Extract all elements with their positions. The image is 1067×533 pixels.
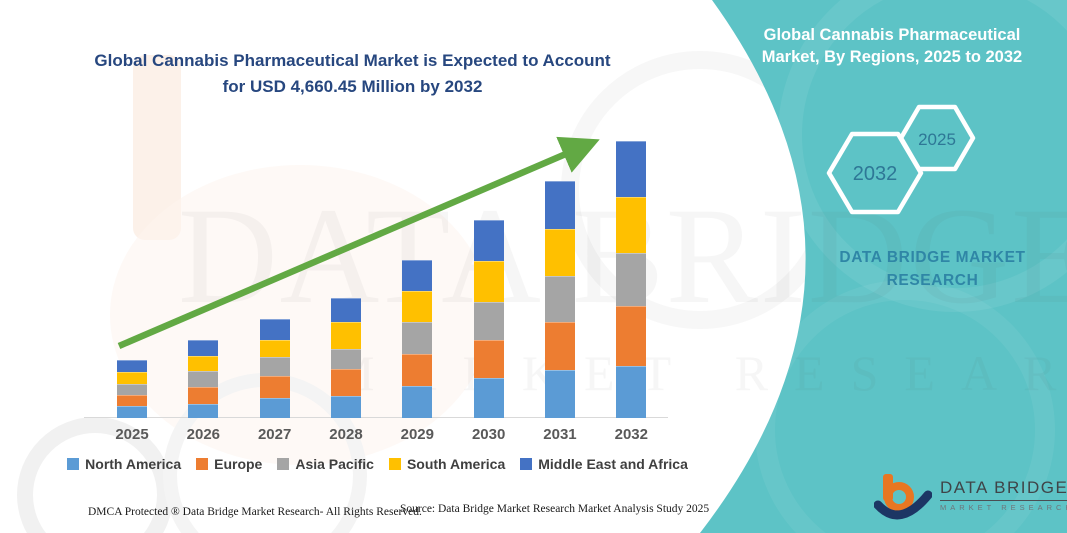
brand-logo-icon bbox=[874, 474, 932, 520]
brand-logo-text: DATA BRIDGE MARKET RESEARCH bbox=[940, 472, 1067, 512]
legend-swatch-asia-pacific bbox=[277, 458, 290, 470]
legend-swatch-south-america bbox=[388, 458, 401, 470]
footer-dmca-text: DMCA Protected ® Data Bridge Market Rese… bbox=[88, 506, 422, 518]
teal-panel-shape bbox=[700, 0, 1067, 533]
legend-swatch-north-america bbox=[67, 458, 80, 470]
side-panel-brand: DATA BRIDGE MARKET RESEARCH bbox=[839, 249, 1026, 289]
watermark-line2: MARKET RESEARCH bbox=[330, 345, 1067, 401]
x-axis-line bbox=[84, 417, 668, 418]
side-panel-title: Global Cannabis Pharmaceutical Market, B… bbox=[761, 26, 1023, 66]
legend-item-europe: Europe bbox=[196, 456, 262, 472]
teal-ring-decor bbox=[755, 0, 1067, 533]
legend-item-asia-pacific: Asia Pacific bbox=[277, 456, 374, 472]
legend-item-north-america: North America bbox=[67, 456, 181, 472]
legend-label-south-america: South America bbox=[406, 456, 506, 472]
footer-source-text: Source: Data Bridge Market Research Mark… bbox=[400, 503, 710, 515]
legend: North America Europe Asia Pacific South Ame… bbox=[67, 456, 688, 472]
brand-logo: DATA BRIDGE MARKET RESEARCH bbox=[874, 472, 1067, 526]
legend-swatch-middle-east-and-africa bbox=[520, 458, 533, 470]
legend-label-asia-pacific: Asia Pacific bbox=[295, 456, 374, 472]
legend-swatch-europe bbox=[196, 458, 209, 470]
legend-item-south-america: South America bbox=[388, 456, 506, 472]
chart-title-line2: for USD 4,660.45 Million by 2032 bbox=[222, 77, 483, 96]
legend-label-north-america: North America bbox=[85, 456, 182, 472]
legend-item-middle-east-and-africa: Middle East and Africa bbox=[520, 456, 688, 472]
legend-label-middle-east-and-africa: Middle East and Africa bbox=[538, 456, 688, 472]
chart-title: Global Cannabis Pharmaceutical Market is… bbox=[60, 48, 645, 100]
chart-title-line1: Global Cannabis Pharmaceutical Market is… bbox=[94, 51, 611, 70]
brand-logo-subtitle: MARKET RESEARCH bbox=[940, 503, 1067, 512]
legend-label-europe: Europe bbox=[214, 456, 263, 472]
brand-logo-name: DATA BRIDGE bbox=[940, 478, 1067, 501]
